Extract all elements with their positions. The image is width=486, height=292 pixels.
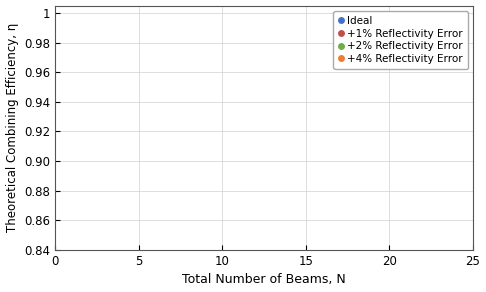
X-axis label: Total Number of Beams, N: Total Number of Beams, N [182, 273, 346, 286]
Legend: Ideal, +1% Reflectivity Error, +2% Reflectivity Error, +4% Reflectivity Error: Ideal, +1% Reflectivity Error, +2% Refle… [333, 11, 468, 69]
Y-axis label: Theoretical Combining Efficiency, η: Theoretical Combining Efficiency, η [5, 23, 18, 232]
